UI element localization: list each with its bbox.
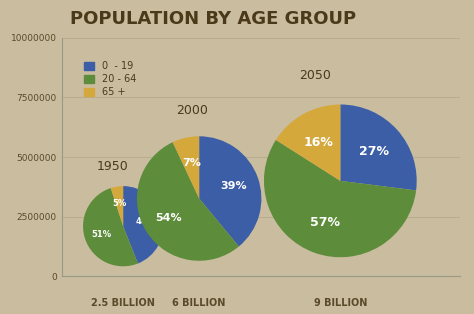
Text: 9 BILLION: 9 BILLION	[314, 298, 367, 308]
Text: 6 BILLION: 6 BILLION	[173, 298, 226, 308]
Text: 1950: 1950	[96, 160, 128, 172]
Text: 2000: 2000	[176, 104, 208, 117]
Text: 2050: 2050	[299, 69, 331, 82]
Legend: 0  - 19, 20 - 64, 65 +: 0 - 19, 20 - 64, 65 +	[82, 59, 138, 99]
Text: POPULATION BY AGE GROUP: POPULATION BY AGE GROUP	[70, 10, 356, 28]
Text: 2.5 BILLION: 2.5 BILLION	[91, 298, 155, 308]
